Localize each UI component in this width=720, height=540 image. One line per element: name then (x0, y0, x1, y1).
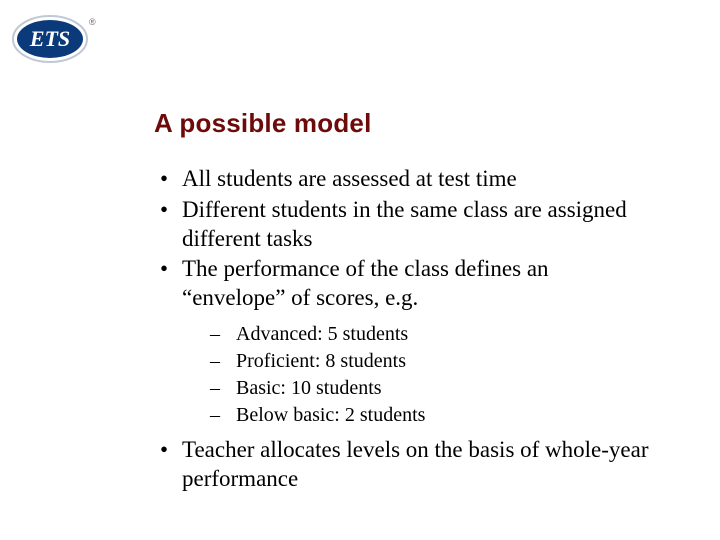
list-item: All students are assessed at test time (154, 165, 654, 194)
list-item: Different students in the same class are… (154, 196, 654, 254)
sub-bullet-list: Advanced: 5 students Proficient: 8 stude… (182, 321, 654, 428)
list-item: Teacher allocates levels on the basis of… (154, 436, 654, 494)
bullet-text: All students are assessed at test time (182, 166, 517, 191)
slide-body: All students are assessed at test time D… (154, 165, 654, 495)
sub-bullet-text: Proficient: 8 students (236, 350, 406, 372)
sub-bullet-text: Basic: 10 students (236, 377, 382, 399)
logo-registered: ® (89, 17, 96, 27)
bullet-text: Teacher allocates levels on the basis of… (182, 437, 649, 491)
bullet-text: Different students in the same class are… (182, 197, 627, 251)
list-item: Advanced: 5 students (182, 321, 654, 347)
bullet-list: All students are assessed at test time D… (154, 165, 654, 493)
list-item: Basic: 10 students (182, 375, 654, 401)
list-item: Proficient: 8 students (182, 348, 654, 374)
logo-text: ETS (29, 26, 70, 51)
list-item: The performance of the class defines an … (154, 255, 654, 428)
list-item: Below basic: 2 students (182, 402, 654, 428)
slide: ETS ® A possible model All students are … (0, 0, 720, 540)
slide-title: A possible model (154, 108, 372, 139)
sub-bullet-text: Advanced: 5 students (236, 323, 408, 345)
ets-logo-svg: ETS ® (10, 12, 96, 66)
sub-bullet-text: Below basic: 2 students (236, 404, 425, 426)
ets-logo: ETS ® (10, 12, 96, 71)
bullet-text: The performance of the class defines an … (182, 256, 549, 310)
